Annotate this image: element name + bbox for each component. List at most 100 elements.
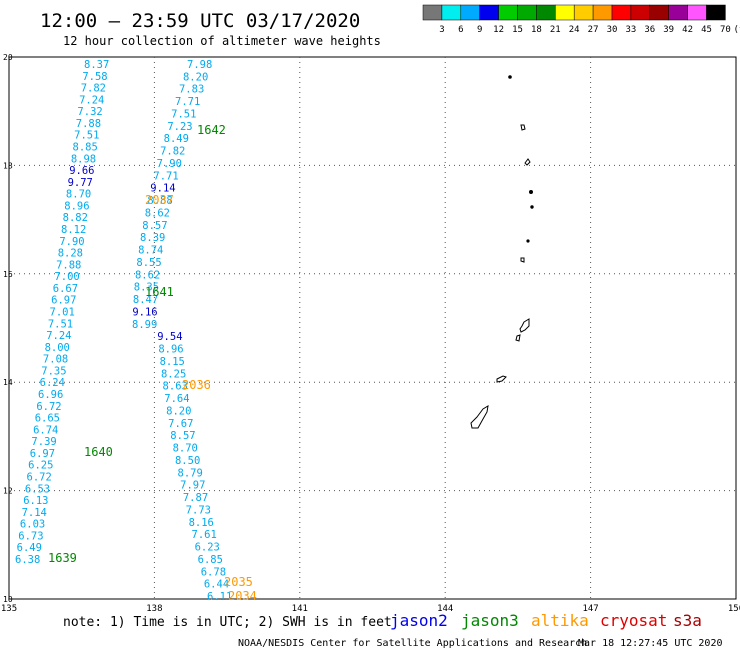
- legend-jason3: jason3: [461, 611, 519, 630]
- swh-value: 7.73: [186, 504, 211, 516]
- color-swatch: [649, 4, 669, 21]
- color-swatch: [441, 4, 462, 21]
- swh-value: 8.96: [158, 344, 183, 356]
- swh-value: 8.55: [136, 257, 161, 269]
- swh-value: 7.64: [164, 393, 189, 405]
- latitude-tick-label: 18: [3, 161, 13, 170]
- swh-value: 7.24: [46, 330, 71, 342]
- swh-value: 7.71: [153, 170, 178, 182]
- color-scale-label: 30: [607, 25, 618, 35]
- legend-altika: altika: [531, 611, 589, 630]
- swh-track-values: 8.377.587.827.247.327.887.518.858.989.66…: [15, 59, 232, 603]
- longitude-tick-label: 135: [1, 604, 17, 614]
- swh-value: 7.32: [77, 106, 102, 118]
- satellite-legend: jason2 jason3 altika cryosat s3a: [390, 611, 702, 630]
- swh-value: 8.85: [73, 142, 98, 154]
- swh-value: 8.25: [161, 368, 186, 380]
- swh-value: 8.79: [178, 467, 203, 479]
- longitude-tick-label: 138: [146, 604, 162, 614]
- color-scale-label: 24: [569, 25, 580, 35]
- swh-value: 8.96: [64, 200, 89, 212]
- color-swatch: [611, 4, 632, 21]
- swh-value: 6.25: [28, 460, 53, 472]
- swh-value: 8.50: [175, 455, 200, 467]
- swh-value: 6.23: [195, 542, 220, 554]
- island-1: [508, 75, 512, 79]
- pass-time-label: 2037: [145, 193, 174, 207]
- color-swatch: [460, 4, 480, 21]
- swh-value: 7.82: [81, 83, 106, 95]
- swh-value: 8.70: [173, 443, 198, 455]
- color-scale-label: 27: [588, 25, 599, 35]
- color-scale-label: 33: [625, 25, 636, 35]
- swh-value: 7.88: [76, 118, 101, 130]
- swh-value: 7.58: [82, 71, 107, 83]
- map-subtitle: 12 hour collection of altimeter wave hei…: [63, 34, 381, 48]
- swh-value: 6.72: [27, 472, 52, 484]
- color-swatch: [422, 4, 443, 21]
- latitude-tick-label: 20: [3, 53, 13, 62]
- swh-value: 7.88: [56, 259, 81, 271]
- swh-value: 8.15: [160, 356, 185, 368]
- island-10: [496, 375, 507, 383]
- swh-value: 7.97: [180, 480, 205, 492]
- legend-s3a: s3a: [673, 611, 702, 630]
- island-9: [515, 334, 521, 342]
- swh-value: 8.49: [164, 133, 189, 145]
- pass-time-label: 1642: [197, 123, 226, 137]
- swh-value: 8.39: [140, 232, 165, 244]
- swh-value: 9.66: [69, 165, 94, 177]
- color-scale-label: 9: [477, 25, 482, 35]
- swh-value: 8.20: [183, 71, 208, 83]
- swh-value: 7.83: [179, 84, 204, 96]
- color-swatch: [479, 4, 499, 21]
- island-guam: [470, 405, 489, 429]
- swh-value: 9.14: [150, 183, 175, 195]
- pass-time-label: 1639: [48, 551, 77, 565]
- island-6: [526, 239, 530, 243]
- swh-value: 7.24: [79, 94, 104, 106]
- color-scale-label: 18: [531, 25, 542, 35]
- pass-time-label: 2036: [182, 378, 211, 392]
- swh-value: 7.51: [48, 318, 73, 330]
- pass-time-label: 2035: [224, 575, 253, 589]
- swh-value: 6.13: [23, 495, 48, 507]
- color-scale-label: 42: [682, 25, 693, 35]
- swh-value: 8.88: [147, 195, 172, 207]
- swh-value: 7.51: [74, 130, 99, 142]
- color-swatch: [536, 4, 556, 21]
- swh-value: 7.90: [59, 236, 84, 248]
- swh-value: 7.82: [160, 146, 185, 158]
- color-scale-label: 21: [550, 25, 561, 35]
- swh-value: 7.90: [157, 158, 182, 170]
- latitude-tick-label: 10: [3, 595, 13, 604]
- swh-value: 8.74: [138, 245, 163, 257]
- color-scale-label: (ft): [733, 25, 740, 35]
- color-scale-label: 39: [663, 25, 674, 35]
- color-swatch: [573, 4, 594, 21]
- swh-value: 8.57: [170, 430, 195, 442]
- swh-value: 7.67: [168, 418, 193, 430]
- swh-value: 6.44: [204, 579, 229, 591]
- latitude-tick-label: 16: [3, 270, 13, 279]
- color-scale-label: 36: [644, 25, 655, 35]
- swh-value: 7.00: [54, 271, 79, 283]
- swh-value: 7.71: [175, 96, 200, 108]
- color-scale-label: 45: [701, 25, 712, 35]
- longitude-tick-label: 141: [292, 604, 308, 614]
- swh-value: 6.72: [36, 401, 61, 413]
- swh-value: 8.28: [58, 248, 83, 260]
- color-scale-label: 12: [493, 25, 504, 35]
- swh-value: 6.11: [207, 591, 232, 603]
- swh-value: 7.01: [50, 307, 75, 319]
- lat-lon-grid: [9, 57, 736, 599]
- swh-value: 8.98: [71, 153, 96, 165]
- swh-value: 8.12: [61, 224, 86, 236]
- color-swatch: [668, 4, 688, 21]
- color-swatch: [630, 4, 651, 21]
- swh-value: 8.35: [134, 282, 159, 294]
- swh-value: 7.08: [43, 354, 68, 366]
- island-7: [520, 257, 525, 263]
